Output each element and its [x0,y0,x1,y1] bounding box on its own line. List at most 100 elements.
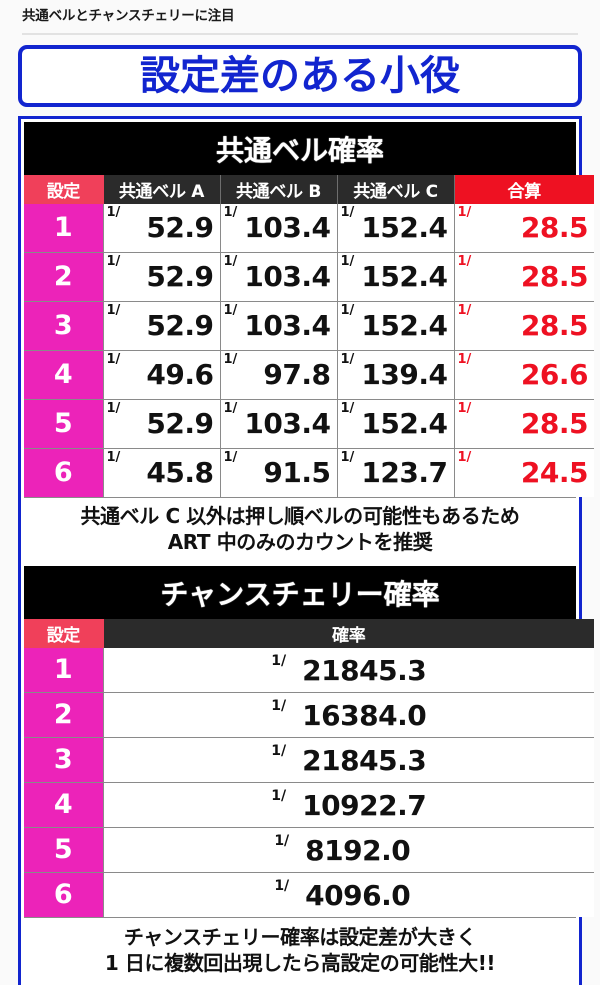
cherry-probability-cell: 1/ 21845.3 [102,737,594,783]
setting-label: 5 [24,399,103,449]
cherry-table-header-row: 設定 確率 [24,619,594,648]
fraction-numerator: 1/ [274,833,290,849]
bell-section-title: 共通ベル確率 [215,133,384,167]
fraction-numerator: 1/ [457,205,472,220]
fraction-numerator: 1/ [271,653,287,669]
bell-total-cell: 1/ 28.5 [453,204,594,253]
fraction-numerator: 1/ [271,788,287,804]
bell-c-cell: 1/ 152.4 [336,204,454,253]
setting-label: 3 [24,737,103,783]
bell-col-a: 共通ベル A [103,175,221,204]
bell-c-cell: 1/ 152.4 [336,399,454,449]
bell-c-value: 152.4 [361,309,448,342]
fraction-numerator: 1/ [106,352,121,367]
fraction-numerator: 1/ [223,352,238,367]
table-row: 3 1/ 21845.3 [24,737,594,783]
bell-a-cell: 1/ 49.6 [102,350,220,400]
bell-a-value: 52.9 [146,407,214,440]
fraction-numerator: 1/ [223,254,238,269]
bell-section-banner: 共通ベル確率 [24,122,576,175]
cherry-section-banner: チャンスチェリー確率 [24,566,576,619]
bell-total-cell: 1/ 28.5 [453,252,594,302]
table-row: 4 1/ 10922.7 [24,782,594,828]
page-title: 設定差のある小役 [140,53,460,99]
fraction-numerator: 1/ [457,401,472,416]
bell-c-value: 123.7 [361,456,448,489]
fraction-numerator: 1/ [106,450,121,465]
setting-label: 4 [24,782,103,828]
bell-b-value: 103.4 [244,309,331,342]
setting-label: 1 [24,648,103,693]
fraction-numerator: 1/ [223,401,238,416]
bell-b-cell: 1/ 103.4 [219,399,337,449]
heading-divider [22,33,578,35]
bell-c-value: 139.4 [361,358,448,391]
bell-a-value: 52.9 [146,260,214,293]
fraction-numerator: 1/ [457,254,472,269]
cherry-probability-value: 16384.0 [302,699,427,732]
cherry-section-title: チャンスチェリー確率 [160,577,440,611]
fraction-numerator: 1/ [340,303,355,318]
cherry-col-probability: 確率 [103,619,594,648]
table-row: 4 1/ 49.6 1/ 97.8 1/ 139.4 1/ [24,350,594,400]
section-spacer [24,561,576,566]
bell-a-cell: 1/ 45.8 [102,448,220,497]
bell-a-cell: 1/ 52.9 [102,252,220,302]
table-row: 3 1/ 52.9 1/ 103.4 1/ 152.4 1/ [24,301,594,351]
fraction-numerator: 1/ [340,352,355,367]
bell-total-value: 26.6 [520,358,589,391]
bell-c-cell: 1/ 123.7 [336,448,454,497]
bell-col-b: 共通ベル B [220,175,338,204]
setting-label: 3 [24,301,103,351]
content-frame: 共通ベル確率 設定 共通ベル A 共通ベル B 共通ベル C 合算 [18,116,594,985]
cherry-probability-cell: 1/ 21845.3 [102,648,594,693]
bell-total-cell: 1/ 28.5 [453,301,594,351]
fraction-numerator: 1/ [106,254,121,269]
fraction-numerator: 1/ [457,450,472,465]
table-row: 5 1/ 8192.0 [24,827,594,873]
bell-a-value: 49.6 [146,358,214,391]
bell-total-value: 28.5 [520,211,589,244]
setting-label: 4 [24,350,103,400]
bell-b-value: 97.8 [263,358,331,391]
cherry-probability-table: 設定 確率 1 1/ 21845.3 2 [24,619,594,917]
bell-a-value: 45.8 [146,456,214,489]
cherry-col-setting: 設定 [24,619,104,648]
setting-label: 6 [24,872,103,917]
cherry-probability-cell: 1/ 10922.7 [102,782,594,828]
bell-c-value: 152.4 [361,211,448,244]
bell-c-cell: 1/ 152.4 [336,301,454,351]
bell-total-cell: 1/ 26.6 [453,350,594,400]
fraction-numerator: 1/ [274,878,290,894]
fraction-numerator: 1/ [106,401,121,416]
cherry-note-line-2: 1 日に複数回出現したら高設定の可能性大!! [104,951,496,975]
bell-col-c: 共通ベル C [337,175,455,204]
cherry-probability-value: 21845.3 [302,654,427,687]
bell-b-value: 91.5 [263,456,331,489]
bell-b-value: 103.4 [244,260,331,293]
bell-c-cell: 1/ 152.4 [336,252,454,302]
cherry-probability-value: 8192.0 [305,834,411,867]
page-title-plate: 設定差のある小役 [18,45,582,107]
table-row: 6 1/ 4096.0 [24,872,594,917]
bell-note-line-1: 共通ベル C 以外は押し順ベルの可能性もあるため [80,504,520,528]
bell-c-cell: 1/ 139.4 [336,350,454,400]
bell-b-value: 103.4 [244,211,331,244]
cherry-probability-cell: 1/ 8192.0 [102,827,594,873]
cherry-note-line-1: チャンスチェリー確率は設定差が大きく [123,925,477,949]
article-heading: 共通ベルとチャンスチェリーに注目 [22,8,235,23]
cherry-section-note: チャンスチェリー確率は設定差が大きく 1 日に複数回出現したら高設定の可能性大!… [24,917,576,984]
cherry-probability-value: 21845.3 [302,744,427,777]
bell-b-cell: 1/ 103.4 [219,252,337,302]
bell-col-total: 合算 [454,175,594,204]
bell-total-cell: 1/ 28.5 [453,399,594,449]
bell-b-cell: 1/ 91.5 [219,448,337,497]
setting-label: 2 [24,692,103,738]
cherry-probability-value: 4096.0 [305,879,411,912]
fraction-numerator: 1/ [340,205,355,220]
bell-section-note: 共通ベル C 以外は押し順ベルの可能性もあるため ART 中のみのカウントを推奨 [24,497,576,561]
bell-a-cell: 1/ 52.9 [102,301,220,351]
bell-total-value: 28.5 [520,407,589,440]
bell-b-cell: 1/ 103.4 [219,301,337,351]
bell-probability-table: 設定 共通ベル A 共通ベル B 共通ベル C 合算 1 1/ 52.9 1/ [24,175,594,497]
